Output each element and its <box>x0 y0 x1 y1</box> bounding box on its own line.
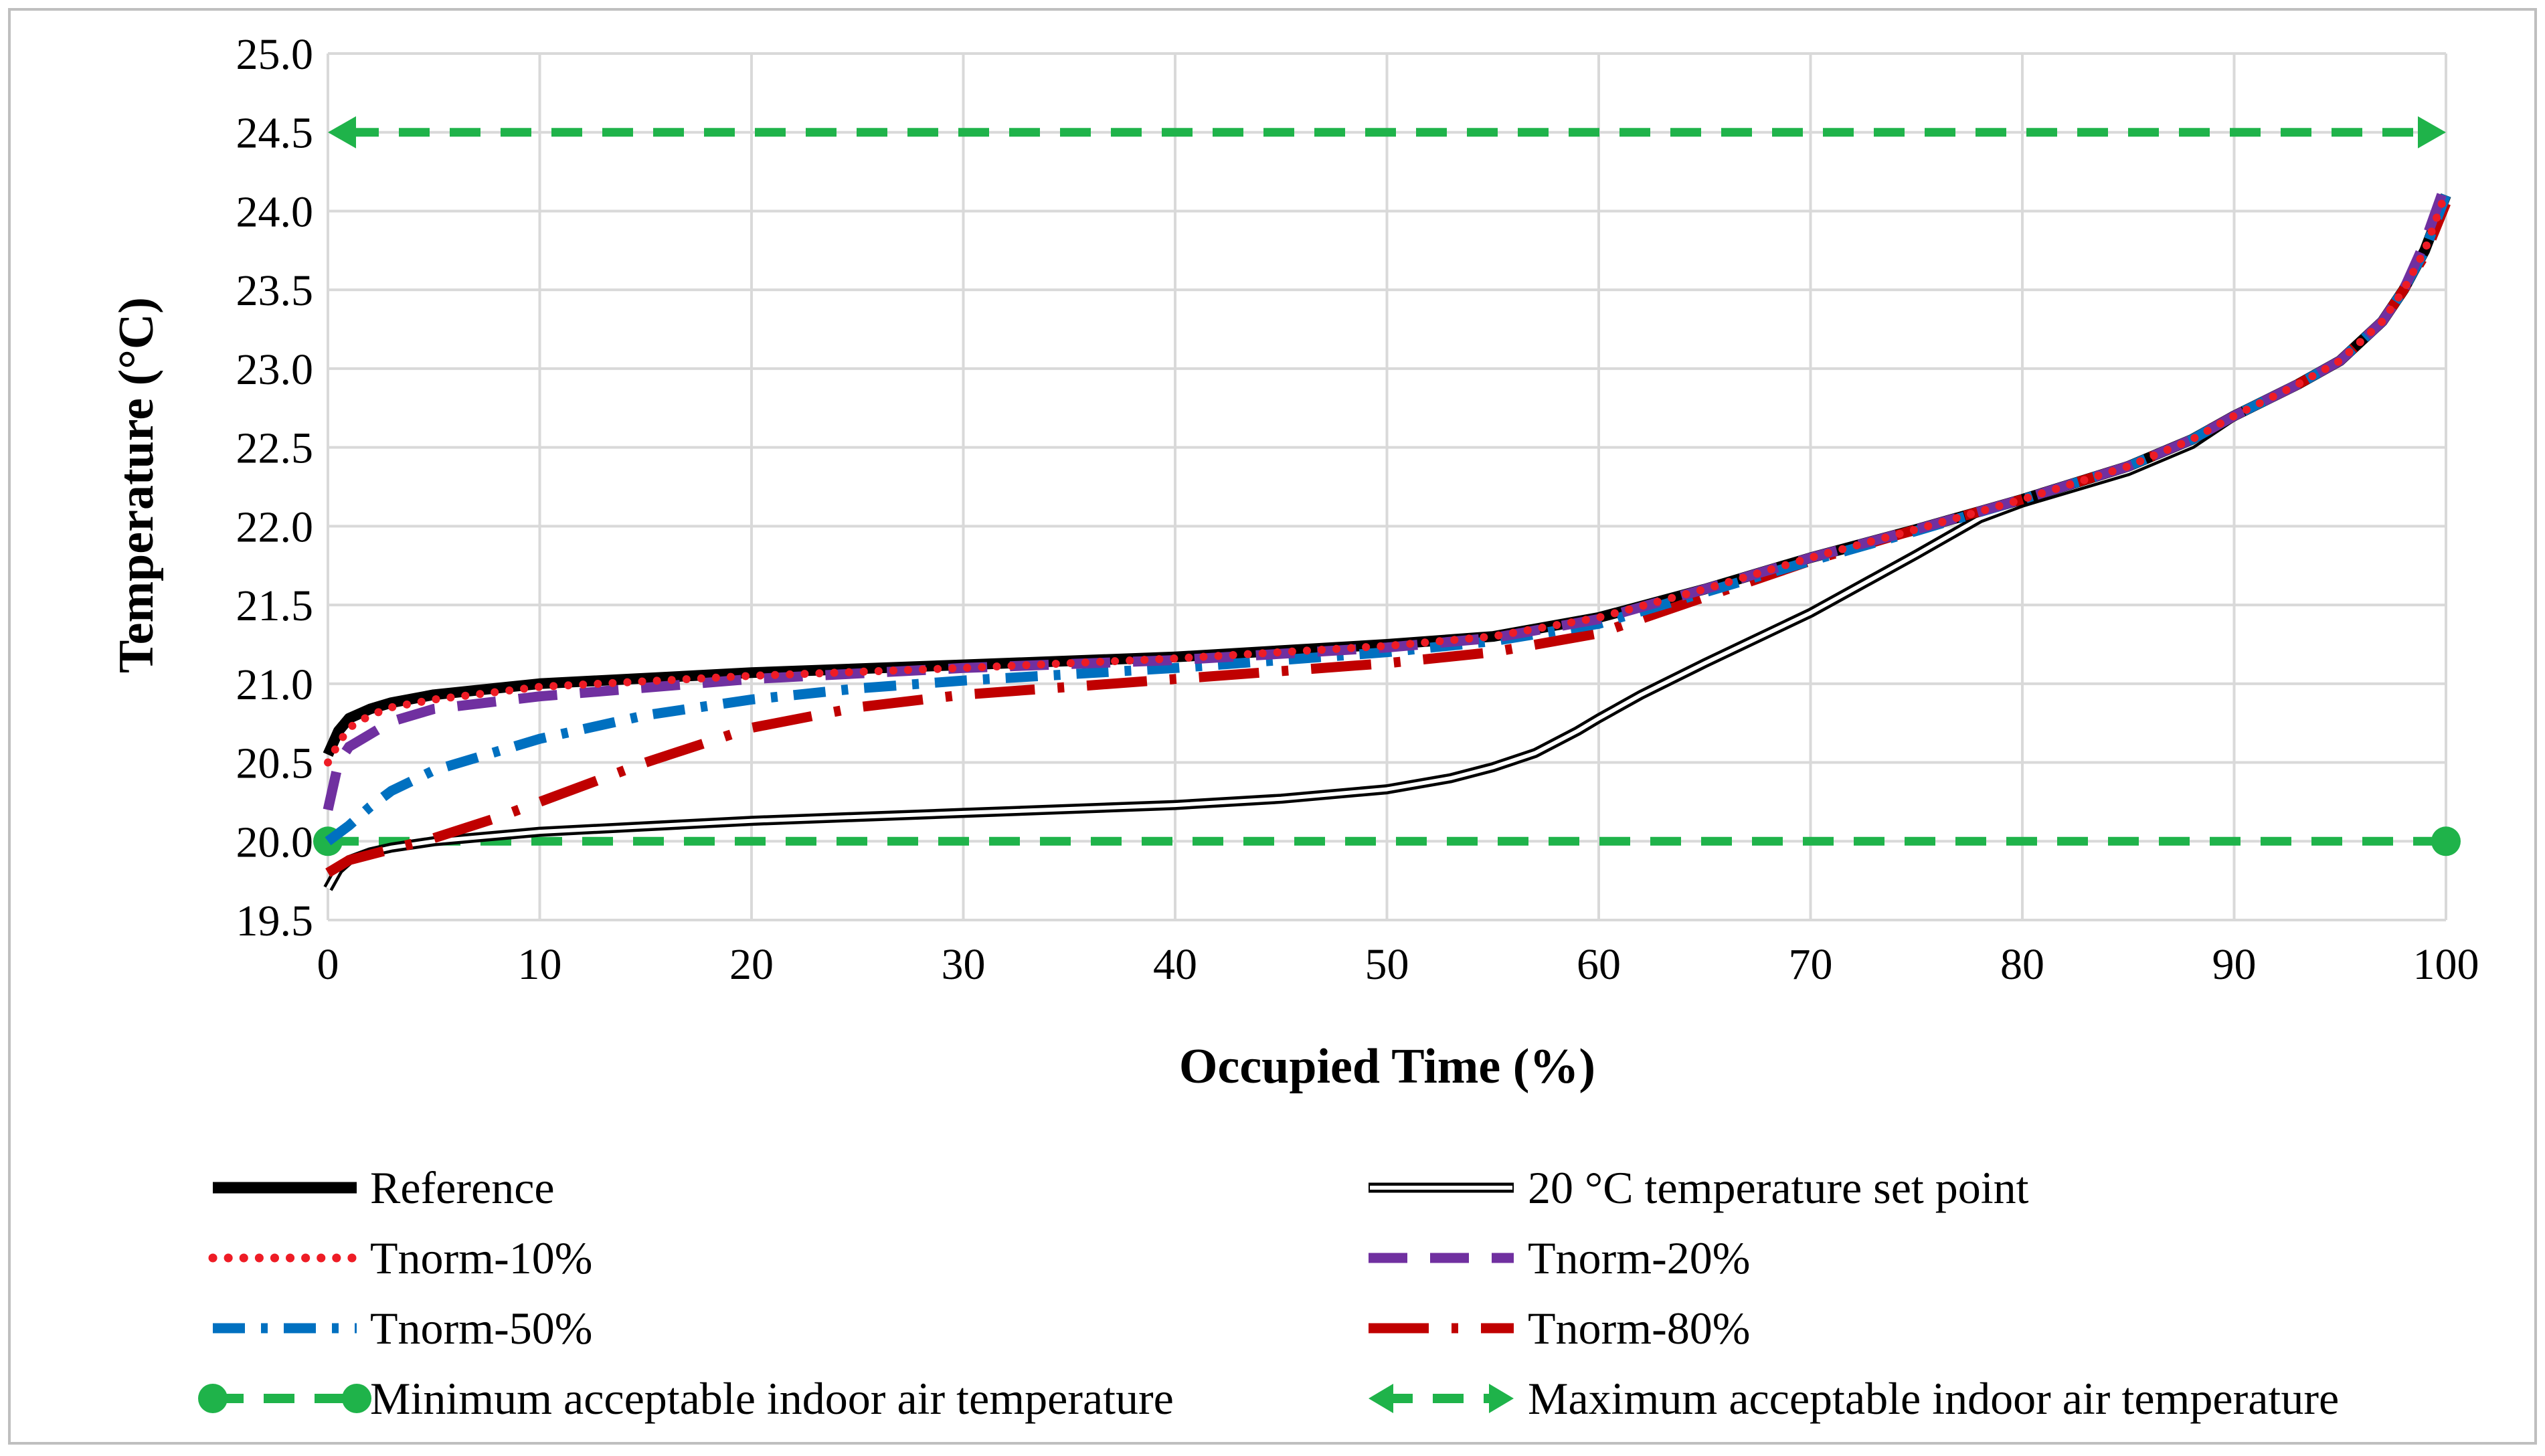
y-tick-label: 20.5 <box>236 739 314 788</box>
x-tick-label: 20 <box>729 940 774 989</box>
x-axis-title: Occupied Time (%) <box>1179 1039 1595 1094</box>
x-tick-label: 70 <box>1789 940 1833 989</box>
y-tick-label: 22.0 <box>236 503 314 551</box>
chart-border <box>8 8 2537 1445</box>
grid <box>327 52 2447 921</box>
y-tick-label: 25.0 <box>236 30 314 79</box>
legend-min-right-circle <box>342 1384 371 1413</box>
legend-label-tnorm-20: Tnorm-20% <box>1528 1233 1750 1283</box>
x-tick-label: 90 <box>2212 940 2257 989</box>
legend-label-tnorm-50: Tnorm-50% <box>370 1303 592 1354</box>
max-acceptable-end-arrow <box>2418 116 2446 149</box>
legend-item-tnorm-80: Tnorm-80% <box>1369 1303 1750 1354</box>
legend-max-right-arrow <box>1489 1384 1514 1413</box>
legend-label-reference: Reference <box>370 1162 555 1213</box>
legend-label-tnorm-80: Tnorm-80% <box>1528 1303 1750 1354</box>
series-lines <box>313 116 2461 891</box>
max-acceptable-start-arrow <box>328 116 356 149</box>
legend-item-tnorm-10: Tnorm-10% <box>208 1233 592 1283</box>
x-tick-label: 40 <box>1153 940 1197 989</box>
y-tick-label: 19.5 <box>236 897 314 945</box>
series-tnorm-20 <box>323 181 2451 811</box>
y-tick-label: 23.5 <box>236 266 314 315</box>
y-tick-label: 24.0 <box>236 187 314 236</box>
legend-item-max-acceptable: Maximum acceptable indoor air temperatur… <box>1369 1373 2339 1424</box>
legend-item-tnorm-50: Tnorm-50% <box>213 1303 592 1354</box>
x-tick-label: 10 <box>518 940 562 989</box>
y-tick-label: 24.5 <box>236 109 314 158</box>
y-tick-label: 23.0 <box>236 345 314 394</box>
y-tick-label: 22.5 <box>236 424 314 473</box>
x-tick-label: 50 <box>1365 940 1409 989</box>
x-tick-label: 30 <box>942 940 986 989</box>
legend-item-setpoint: 20 °C temperature set point <box>1369 1162 2029 1213</box>
legend-item-min-acceptable: Minimum acceptable indoor air temperatur… <box>198 1373 1174 1424</box>
legend-max-left-arrow <box>1369 1384 1393 1413</box>
axis-ticks: 0 10 20 30 40 50 60 70 80 90 100 19.5 20.0 20.5 21.0 21… <box>236 30 2479 989</box>
legend-label-max-acceptable: Maximum acceptable indoor air temperatur… <box>1528 1373 2339 1424</box>
legend-min-left-circle <box>198 1384 228 1413</box>
legend-label-min-acceptable: Minimum acceptable indoor air temperatur… <box>370 1373 1174 1424</box>
y-tick-label: 21.5 <box>236 581 314 630</box>
legend-item-reference: Reference <box>213 1162 555 1213</box>
y-tick-label: 21.0 <box>236 660 314 709</box>
legend-item-tnorm-20: Tnorm-20% <box>1369 1233 1750 1283</box>
x-tick-label: 60 <box>1577 940 1621 989</box>
y-axis-title: Temperature (°C) <box>109 297 164 673</box>
min-acceptable-end-marker <box>2431 826 2461 856</box>
y-tick-label: 20.0 <box>236 818 314 867</box>
x-tick-label: 0 <box>317 940 339 989</box>
x-tick-label: 100 <box>2413 940 2479 989</box>
x-tick-label: 80 <box>2000 940 2044 989</box>
legend-label-tnorm-10: Tnorm-10% <box>370 1233 592 1283</box>
legend: Reference 20 °C temperature set point Tn… <box>198 1162 2339 1424</box>
legend-label-setpoint: 20 °C temperature set point <box>1528 1162 2029 1213</box>
